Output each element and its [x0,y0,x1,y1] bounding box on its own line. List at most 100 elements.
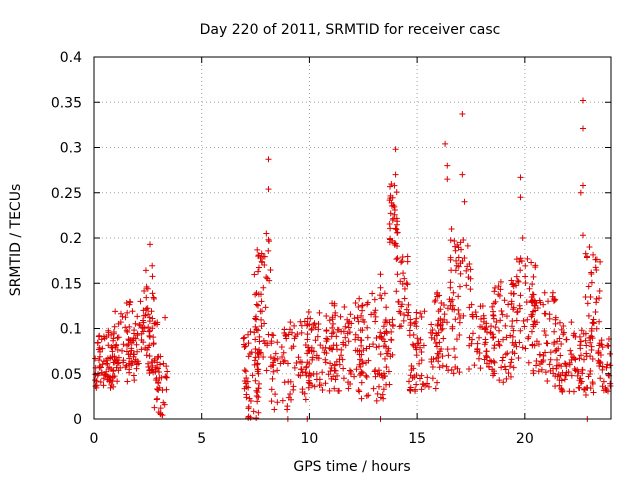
data-point [251,357,258,364]
data-point [140,319,147,326]
data-point [555,345,562,352]
data-point [432,385,439,392]
data-point [154,365,161,372]
data-point [285,331,292,338]
data-point [420,342,427,349]
data-point [443,363,450,370]
data-point [469,313,476,320]
data-point [590,389,597,396]
data-point [519,235,526,241]
data-point [451,238,458,245]
data-point [128,339,135,346]
y-tick-label: 0.4 [60,50,82,66]
data-point [524,255,531,262]
data-point [295,354,302,361]
data-point [477,316,484,323]
data-point [409,341,416,348]
data-point [282,332,289,339]
data-point [150,334,157,341]
data-point [242,368,249,375]
data-point [534,305,541,312]
data-point [143,294,150,301]
data-points [92,97,614,422]
data-point [515,355,522,362]
data-point [533,358,540,365]
data-point [357,356,364,363]
data-point [306,380,313,387]
data-point [418,348,425,355]
data-point [149,273,156,280]
data-point [431,336,438,343]
data-point [490,312,497,319]
data-point [416,375,423,382]
data-point [562,372,569,379]
data-point [455,293,462,300]
data-point [299,389,306,396]
data-point [383,304,390,311]
data-point [531,342,538,349]
data-point [584,300,591,307]
data-point [504,350,511,357]
data-point [355,387,362,394]
data-point [383,364,390,371]
data-point [315,320,322,327]
data-point [126,355,133,362]
data-point [521,323,528,330]
data-point [329,316,336,323]
data-point [304,350,311,357]
data-point [449,325,456,332]
data-point [117,310,124,317]
data-point [251,329,258,336]
data-point [483,360,490,367]
data-point [511,350,518,357]
data-point [254,398,261,405]
data-point [554,356,561,363]
data-point [262,304,269,311]
data-point [501,363,508,370]
data-point [544,340,551,347]
data-point [474,340,481,347]
data-point [583,353,590,360]
data-point [529,298,536,305]
data-point [126,323,133,330]
data-point [459,111,466,118]
data-point [509,317,516,324]
data-point [115,359,122,366]
data-point [499,357,506,364]
data-point [304,336,311,343]
data-point [253,415,260,422]
data-point [319,387,326,393]
data-point [604,342,611,349]
data-point [99,345,106,352]
data-point [142,267,149,274]
data-point [516,305,523,312]
data-point [452,354,459,361]
data-point [334,346,341,353]
data-point [509,333,516,340]
data-point [359,302,366,309]
data-point [280,349,287,356]
data-point [383,381,390,388]
data-point [380,342,387,349]
data-point [491,359,498,366]
data-point [352,347,359,354]
data-point [393,256,400,263]
data-point [388,337,395,344]
data-point [570,388,577,395]
data-point [545,298,552,305]
data-point [144,346,151,353]
data-point [304,315,311,322]
data-point [247,350,254,357]
data-point [263,230,270,237]
data-point [579,125,586,132]
data-point [271,406,278,413]
data-point [523,299,530,306]
data-point [418,314,425,321]
data-point [155,380,162,387]
data-point [503,375,510,382]
data-point [303,364,310,371]
data-point [557,352,564,359]
data-point [287,319,294,326]
data-point [287,378,294,385]
data-point [330,373,337,380]
